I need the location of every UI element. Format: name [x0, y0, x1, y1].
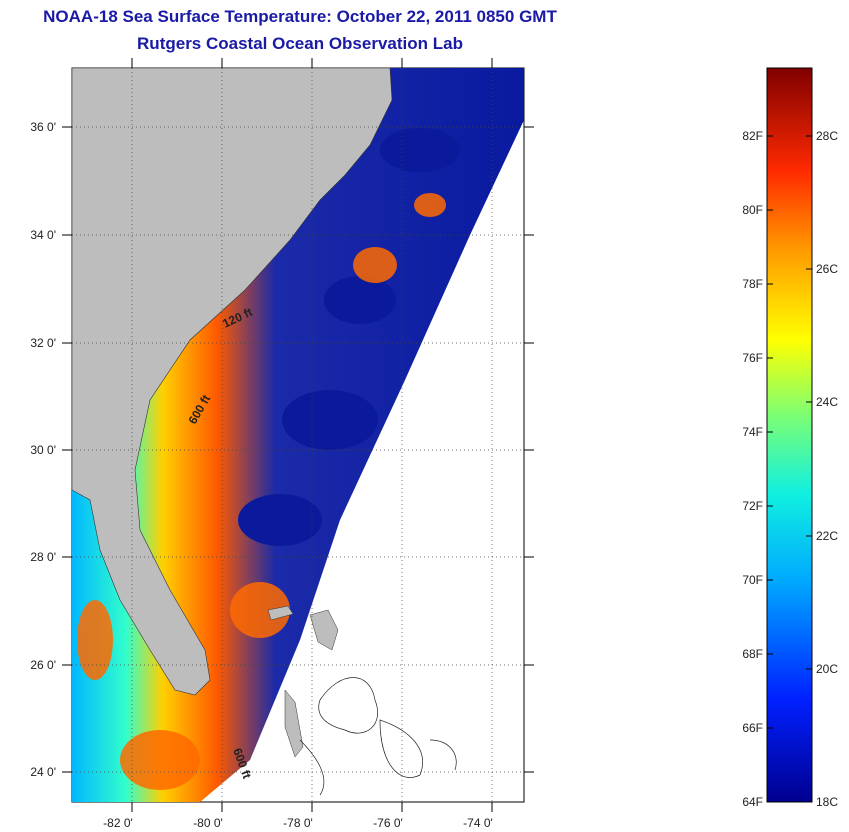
- cb-label-78f: 78F: [742, 277, 763, 291]
- land-mainland: [71, 67, 393, 696]
- lat-label-30: 30 0': [30, 443, 56, 457]
- cb-label-74f: 74F: [742, 425, 763, 439]
- cb-label-26c: 26C: [816, 262, 838, 276]
- lat-label-28: 28 0': [30, 550, 56, 564]
- graticule: [72, 68, 524, 802]
- map-panel[interactable]: 120 ft 600 ft 600 ft: [71, 67, 525, 803]
- cb-label-28c: 28C: [816, 129, 838, 143]
- lat-label-36: 36 0': [30, 120, 56, 134]
- lat-label-34: 34 0': [30, 228, 56, 242]
- cb-label-64f: 64F: [742, 795, 763, 809]
- lon-tick-labels: -82 0' -80 0' -78 0' -76 0' -74 0': [103, 816, 493, 830]
- map-subtitle: Rutgers Coastal Ocean Observation Lab: [137, 34, 463, 53]
- cb-label-76f: 76F: [742, 351, 763, 365]
- lon-label-74: -74 0': [463, 816, 493, 830]
- warm-patches: [77, 193, 446, 790]
- lon-label-80: -80 0': [193, 816, 223, 830]
- colorbar-ticks-c: [806, 135, 812, 670]
- bahamas-islands: [267, 605, 339, 758]
- cb-label-24c: 24C: [816, 395, 838, 409]
- temperature-colorbar: 82F 80F 78F 76F 74F 72F 70F 68F 66F 64F …: [742, 67, 838, 809]
- cb-label-80f: 80F: [742, 203, 763, 217]
- lon-label-76: -76 0': [373, 816, 403, 830]
- colorbar-gradient: [766, 67, 813, 803]
- lat-axis: [62, 126, 534, 773]
- lon-label-78: -78 0': [283, 816, 313, 830]
- lon-label-82: -82 0': [103, 816, 133, 830]
- lat-label-26: 26 0': [30, 658, 56, 672]
- lat-tick-labels: 36 0' 34 0' 32 0' 30 0' 28 0' 26 0' 24 0…: [30, 120, 56, 779]
- cb-label-18c: 18C: [816, 795, 838, 809]
- cb-label-70f: 70F: [742, 573, 763, 587]
- cb-label-82f: 82F: [742, 129, 763, 143]
- cb-label-68f: 68F: [742, 647, 763, 661]
- cb-label-72f: 72F: [742, 499, 763, 513]
- map-title: NOAA-18 Sea Surface Temperature: October…: [43, 7, 557, 26]
- lat-label-24: 24 0': [30, 765, 56, 779]
- colorbar-ticks-f: [767, 135, 773, 729]
- lon-axis: [131, 58, 493, 812]
- lat-label-32: 32 0': [30, 336, 56, 350]
- bank-contours: [299, 677, 457, 796]
- cold-patches: [238, 128, 460, 546]
- cb-label-22c: 22C: [816, 529, 838, 543]
- cb-label-20c: 20C: [816, 662, 838, 676]
- cb-label-66f: 66F: [742, 721, 763, 735]
